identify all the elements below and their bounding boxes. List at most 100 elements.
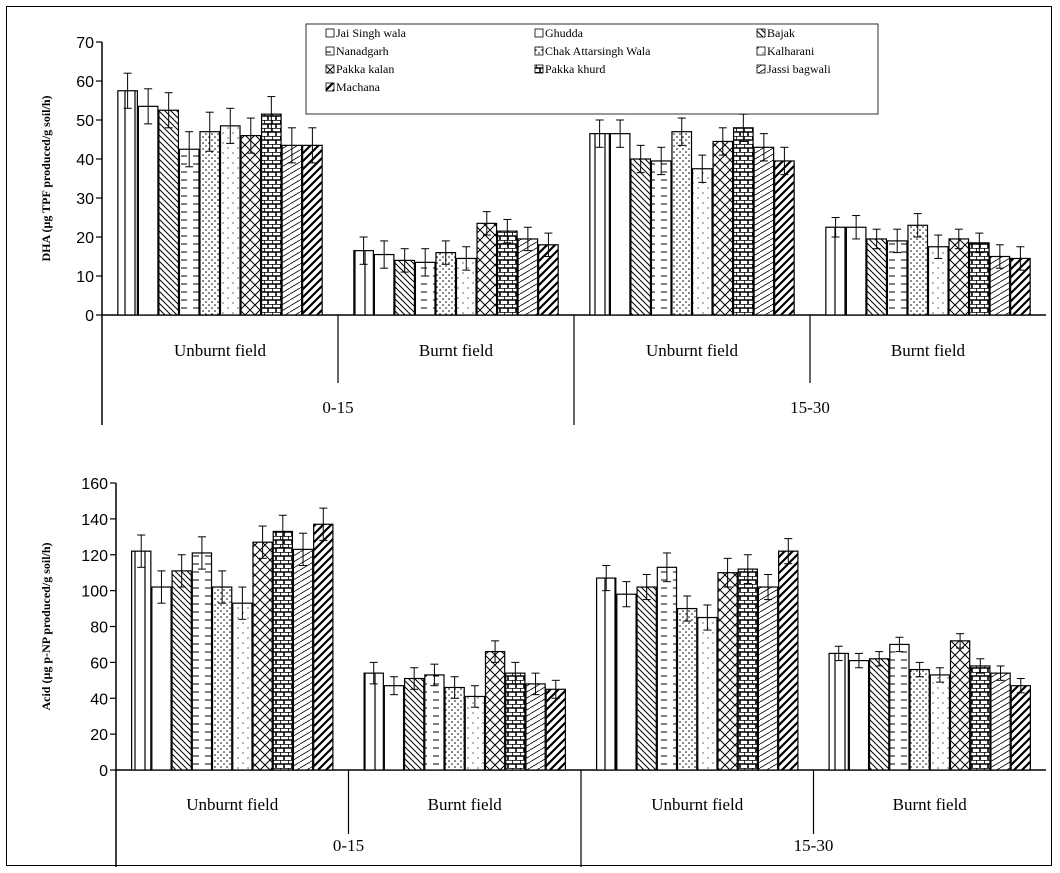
y-tick-label: 80: [90, 620, 108, 637]
bar: [948, 238, 970, 316]
x-category-label: Burnt field: [891, 341, 966, 360]
y-tick-label: 70: [76, 35, 94, 52]
bar: [476, 222, 498, 316]
x-category-label: Burnt field: [893, 795, 968, 814]
y-tick-label: 60: [76, 74, 94, 91]
bar: [636, 586, 657, 771]
bar: [889, 643, 910, 771]
bar: [444, 686, 465, 771]
x-category-label: Burnt field: [419, 341, 494, 360]
bar: [970, 665, 991, 771]
legend-swatch: [325, 64, 335, 74]
chart-panel-2: 0 20 40 60 80 100 120 140 160 Acid (µg p-NP produ…: [39, 476, 1046, 867]
bar: [545, 688, 566, 771]
y-axis-title: DHA (µg TPF produced/g soil/h): [39, 95, 53, 261]
bar: [252, 541, 273, 771]
y-tick-label: 50: [76, 113, 94, 130]
bar: [774, 160, 795, 316]
legend-entry-label: Jai Singh wala: [336, 26, 407, 40]
bar: [158, 109, 180, 316]
bar: [671, 131, 693, 316]
bar: [656, 566, 678, 771]
bar: [171, 570, 192, 771]
y-tick-label: 0: [99, 763, 108, 780]
y-axis-title: Acid (µg p-NP produced/g soil/h): [39, 542, 53, 710]
legend-box: [305, 23, 879, 115]
x-category-label: Unburnt field: [174, 341, 267, 360]
bar: [589, 133, 610, 316]
bar: [219, 125, 241, 316]
y-tick-label: 100: [81, 584, 108, 601]
x-depth-label: 0-15: [333, 836, 364, 855]
bar: [496, 230, 518, 316]
legend-entry-label: Nanadgarh: [336, 44, 389, 58]
bar: [732, 127, 754, 316]
bar: [178, 148, 200, 316]
bar: [753, 146, 775, 316]
x-depth-label: 0-15: [322, 398, 353, 417]
chart-panel-1: 0 10 20 30 40 50 60 70 DHA (µg TPF produced/g so…: [39, 23, 1046, 425]
x-category-label: Unburnt field: [651, 795, 744, 814]
bar: [609, 133, 631, 316]
y-tick-label: 20: [76, 230, 94, 247]
bar: [868, 658, 890, 771]
legend-swatch: [325, 82, 335, 92]
bar: [778, 550, 799, 771]
bar: [630, 158, 652, 316]
bar: [968, 242, 990, 316]
x-depth-label: 15-30: [790, 398, 830, 417]
legend-entry-label: Pakka kalan: [336, 62, 394, 76]
y-tick-label: 30: [76, 191, 94, 208]
legend-entry-label: Ghudda: [545, 26, 584, 40]
bar: [484, 651, 506, 771]
legend-swatch: [534, 46, 544, 56]
legend-entry-label: Pakka khurd: [545, 62, 605, 76]
bar: [383, 685, 405, 771]
bar: [907, 224, 929, 316]
bar: [1010, 685, 1031, 771]
bar: [199, 131, 221, 316]
x-category-label: Unburnt field: [646, 341, 739, 360]
y-tick-label: 20: [90, 727, 108, 744]
bar: [232, 602, 253, 771]
x-category-label: Burnt field: [428, 795, 503, 814]
legend-swatch: [534, 28, 544, 38]
x-depth-label: 15-30: [794, 836, 834, 855]
bar: [313, 523, 334, 771]
bar: [424, 674, 445, 771]
bar: [691, 168, 713, 316]
bar: [676, 607, 698, 771]
bar: [363, 672, 384, 771]
bar: [866, 238, 888, 316]
bar: [191, 552, 213, 771]
legend-swatch: [756, 46, 766, 56]
y-tick-label: 10: [76, 269, 94, 286]
y-tick-label: 120: [81, 548, 108, 565]
bar: [845, 226, 867, 316]
y-tick-label: 40: [90, 691, 108, 708]
legend-entry-label: Bajak: [767, 26, 795, 40]
bar: [757, 586, 779, 771]
bar: [650, 160, 672, 316]
bar: [211, 586, 233, 771]
bar: [525, 683, 546, 771]
bar: [302, 144, 323, 316]
bar: [848, 659, 870, 771]
legend-entry-label: Jassi bagwali: [767, 62, 831, 76]
legend-swatch: [756, 28, 766, 38]
bar: [292, 548, 314, 771]
bar: [737, 568, 759, 771]
bar: [949, 640, 971, 771]
legend-entry-label: Kalharani: [767, 44, 815, 58]
bar: [131, 550, 152, 771]
bar: [117, 90, 138, 316]
bar: [151, 586, 172, 771]
bar: [712, 140, 734, 316]
y-tick-label: 140: [81, 512, 108, 529]
bar: [828, 652, 849, 771]
legend-swatch: [325, 28, 335, 38]
bar: [929, 674, 951, 771]
legend-swatch: [534, 64, 544, 74]
y-tick-label: 40: [76, 152, 94, 169]
x-category-label: Unburnt field: [186, 795, 279, 814]
